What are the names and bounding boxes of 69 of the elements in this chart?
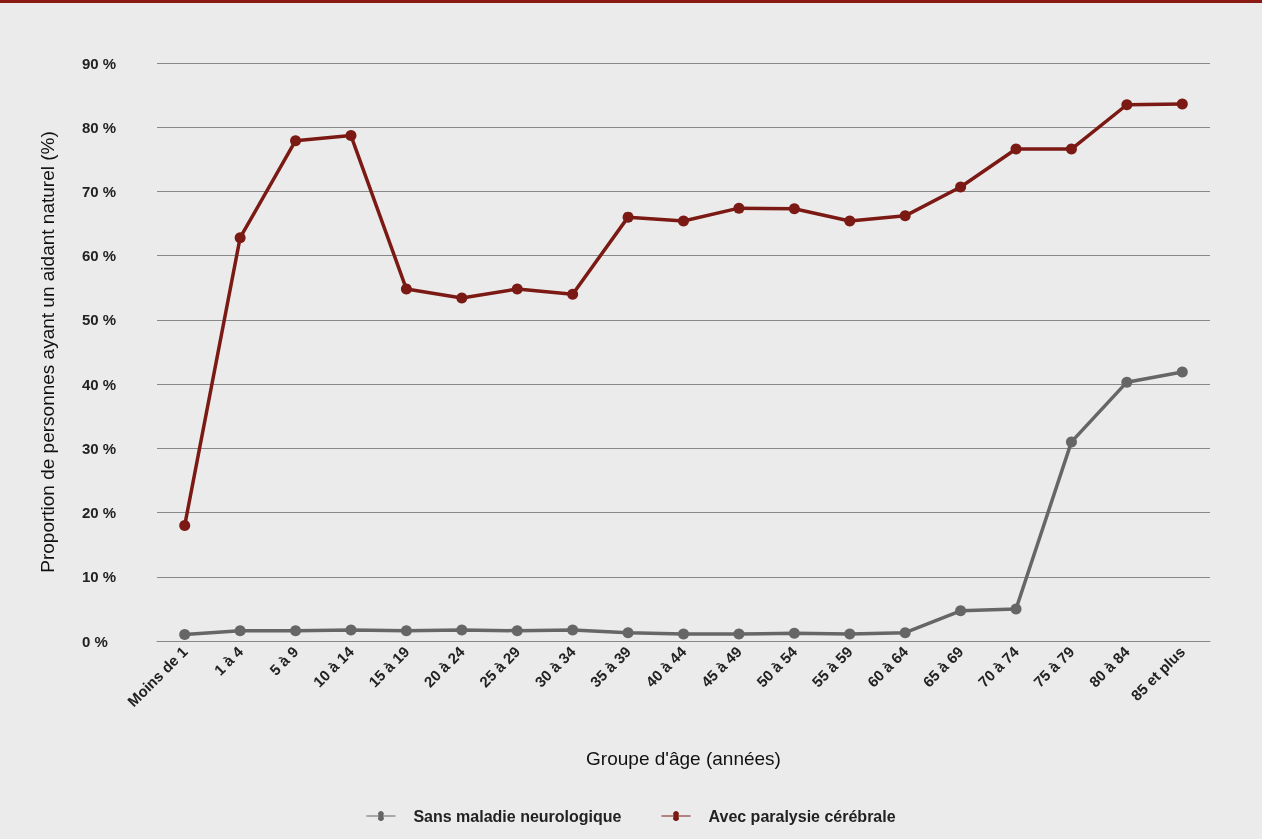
x-tick-label: 35 à 39 [586,642,635,691]
x-tick-label: 5 à 9 [265,642,302,679]
point [567,288,579,300]
x-tick-label: 80 à 84 [1085,642,1134,691]
point [345,130,357,142]
x-tick-label: 50 à 54 [752,642,801,691]
point [1121,99,1133,111]
x-tick-label: 40 à 44 [642,642,690,691]
y-tick-label: 0 % [82,632,108,650]
point [511,625,523,637]
x-tick-label: 25 à 29 [475,642,524,691]
point [955,181,967,193]
point [456,292,468,304]
point [678,215,689,227]
point [899,627,911,639]
point [844,628,856,640]
y-tick-label: 60 % [82,247,117,265]
x-tick-label: 45 à 49 [697,642,745,691]
x-tick-label: 15 à 19 [365,642,413,691]
point [678,628,689,640]
point [844,215,856,227]
y-tick-label: 80 % [82,118,117,136]
point [179,629,191,641]
point [1065,143,1077,155]
point [179,519,191,531]
y-tick-label: 20 % [82,504,117,522]
point [567,624,579,636]
point [345,624,357,636]
point [456,624,468,636]
point [622,627,634,639]
point [1010,143,1022,155]
x-tick-label: 20 à 24 [420,642,469,691]
point [1065,436,1077,448]
x-tick-label: 55 à 59 [808,642,856,691]
point [1176,366,1188,378]
point [955,605,967,617]
x-tick-label: 10 à 14 [309,642,358,691]
y-tick-label: 10 % [82,568,117,586]
point [733,628,745,640]
point [1176,98,1188,110]
y-tick-label: 70 % [82,182,117,200]
point [400,625,412,637]
point [290,135,302,147]
point [511,283,523,295]
point [899,210,911,222]
y-axis-title: Proportion de personnes ayant un aidant naturel (%) [37,131,58,573]
point [234,625,246,637]
y-tick-label: 50 % [82,311,117,329]
point [1010,603,1022,615]
y-tick-label: 40 % [82,375,117,393]
point [1121,376,1133,388]
x-tick-label: 1 à 4 [210,642,247,679]
point [622,211,634,223]
point [290,625,302,637]
x-tick-label: 75 à 79 [1030,642,1078,691]
y-tick-label: 90 % [82,54,117,72]
point [400,283,412,295]
x-tick-label: 30 à 34 [531,642,580,691]
legend-label: Avec paralysie cérébrale [708,807,896,825]
x-axis-title: Groupe d'âge (années) [586,748,781,769]
x-tick-label: 60 à 64 [863,642,912,691]
point [788,627,800,639]
x-tick-label: 65 à 69 [919,642,967,691]
point [733,202,745,214]
legend-label: Sans maladie neurologique [413,807,622,825]
point [234,232,246,244]
point [788,203,800,215]
y-tick-label: 30 % [82,439,117,457]
x-tick-label: 70 à 74 [974,642,1023,691]
